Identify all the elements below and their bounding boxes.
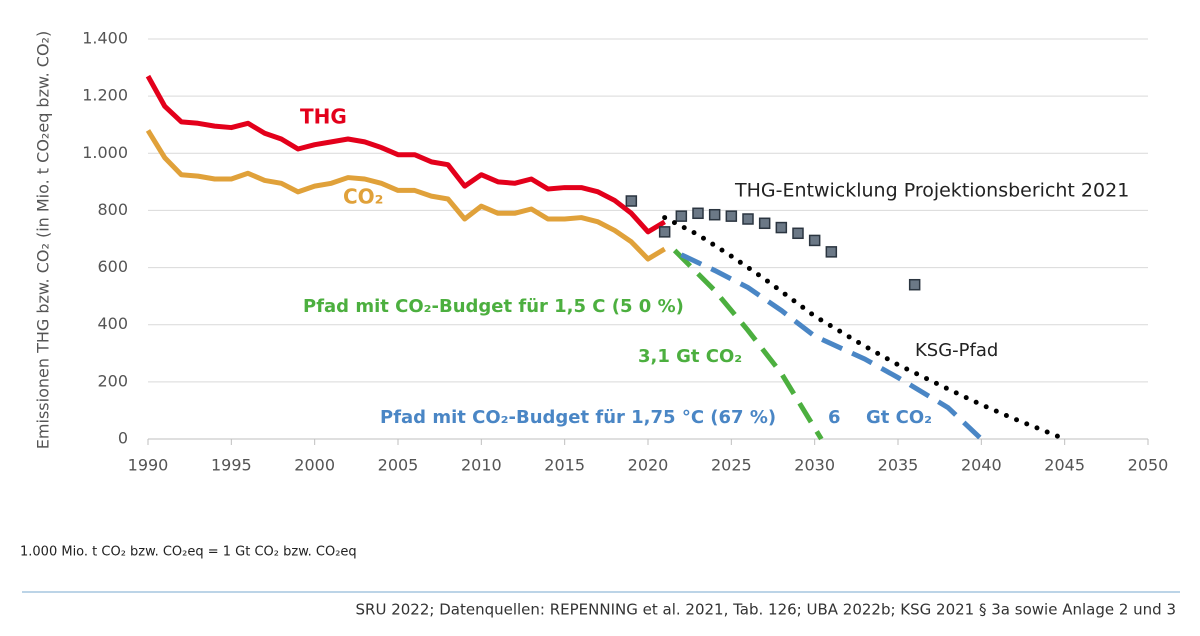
annotation: KSG-Pfad [915,340,998,361]
annotation: Pfad mit CO₂-Budget für 1,5 C (5 0 %) [303,296,684,317]
annotation: THG [300,105,347,129]
series-line [145,129,666,262]
series-line [672,248,824,441]
source: SRU 2022; Datenquellen: REPENNING et al.… [356,601,1176,619]
projection-marker [758,217,771,230]
annotation: Gt CO₂ [866,407,932,428]
y-axis-label: Emissionen THG bzw. CO₂ (in Mio. t CO₂eq… [34,31,53,449]
y-tick-label: 800 [97,200,128,219]
y-tick-label: 200 [97,371,128,390]
y-tick-label: 1.400 [82,29,128,48]
x-tick-label: 2025 [711,456,752,475]
series-line [680,252,984,441]
y-tick-label: 0 [118,429,128,448]
x-tick-label: 2040 [961,456,1002,475]
projection-marker [792,227,804,240]
annotation: Pfad mit CO₂-Budget für 1,75 °C (67 %) [380,407,776,428]
x-tick-label: 2030 [794,456,835,475]
projection-marker [742,213,754,225]
x-tick-label: 2005 [378,456,419,475]
projection-marker [625,195,638,207]
projection-marker [675,210,688,222]
x-tick-label: 2020 [628,456,669,475]
projection-marker [658,226,671,238]
projection-marker [708,208,721,221]
y-tick-label: 1.200 [82,86,128,105]
annotation: THG-Entwicklung Projektionsbericht 2021 [734,180,1129,202]
x-tick-label: 1990 [128,456,169,475]
y-tick-label: 1.000 [82,143,128,162]
x-tick-label: 2035 [878,456,919,475]
series-line [662,215,1068,442]
annotation: 3,1 Gt CO₂ [638,346,742,367]
projection-marker [908,278,921,291]
series-line [145,74,666,235]
y-tick-label: 400 [97,314,128,333]
x-tick-label: 2000 [294,456,335,475]
y-tick-label: 600 [97,257,128,276]
projection-marker [825,246,838,258]
x-tick-label: 2010 [461,456,502,475]
x-tick-label: 2045 [1044,456,1085,475]
projection-marker [775,221,788,234]
projection-marker [808,234,821,247]
annotation: CO₂ [343,185,383,209]
projection-marker [725,210,738,222]
x-tick-label: 2015 [544,456,585,475]
note: 1.000 Mio. t CO₂ bzw. CO₂eq = 1 Gt CO₂ b… [20,545,357,560]
annotation: 6 [828,407,841,428]
projection-marker [692,207,704,220]
x-tick-label: 1995 [211,456,252,475]
x-tick-label: 2050 [1128,456,1169,475]
